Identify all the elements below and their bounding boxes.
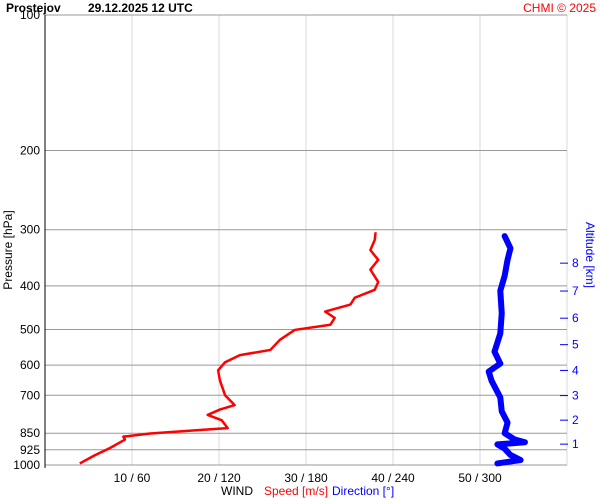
x-tick-label: 40 / 240 — [371, 471, 415, 485]
y2-axis-label: Altitude [km] — [583, 222, 597, 288]
x-tick-label: 30 / 180 — [284, 471, 328, 485]
speed-line — [79, 232, 380, 465]
y-axis-label: Pressure [hPa] — [1, 210, 15, 289]
y-tick-label: 1000 — [13, 458, 40, 472]
y2-tick-label: 7 — [572, 284, 579, 298]
y2-tick-label: 3 — [572, 389, 579, 403]
x-label-wind: WIND — [221, 484, 253, 498]
y2-tick-label: 8 — [572, 256, 579, 270]
x-label-direction: Direction [°] — [332, 484, 394, 498]
y-tick-label: 850 — [20, 426, 40, 440]
credit: CHMI © 2025 — [523, 1, 596, 15]
y2-tick-label: 4 — [572, 363, 579, 377]
y-tick-label: 925 — [20, 443, 40, 457]
x-tick-label: 50 / 300 — [458, 471, 502, 485]
y-tick-label: 600 — [20, 358, 40, 372]
x-tick-label: 20 / 120 — [197, 471, 241, 485]
y-tick-label: 400 — [20, 279, 40, 293]
y-tick-label: 500 — [20, 323, 40, 337]
x-tick-label: 10 / 60 — [114, 471, 151, 485]
y2-tick-label: 6 — [572, 311, 579, 325]
chart-title-station: Prostejov — [6, 1, 61, 15]
y-tick-label: 700 — [20, 388, 40, 402]
y-tick-label: 100 — [20, 8, 40, 22]
direction-line — [485, 233, 528, 467]
y-tick-label: 300 — [20, 223, 40, 237]
chart-title-datetime: 29.12.2025 12 UTC — [88, 1, 193, 15]
y2-tick-label: 1 — [572, 437, 579, 451]
y-tick-label: 200 — [20, 143, 40, 157]
x-label-speed: Speed [m/s] — [264, 484, 328, 498]
y2-tick-label: 2 — [572, 413, 579, 427]
y2-tick-label: 5 — [572, 338, 579, 352]
